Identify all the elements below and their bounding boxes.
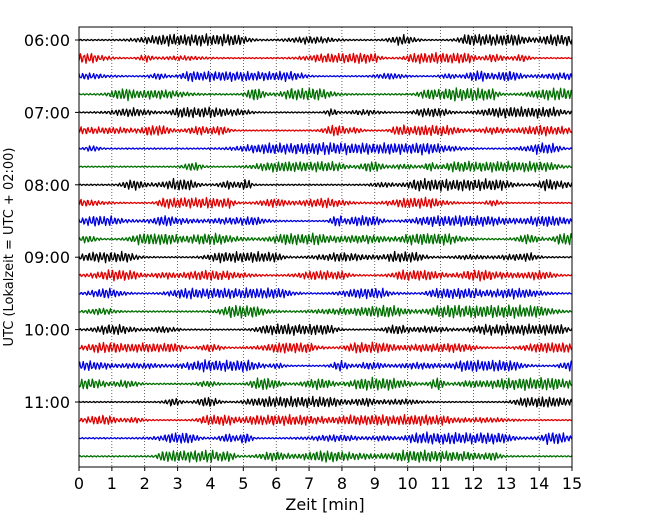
seismic-trace <box>78 196 573 209</box>
x-tick-label: 7 <box>304 474 314 493</box>
x-tick-label: 4 <box>205 474 215 493</box>
y-tick-label: 11:00 <box>24 393 70 412</box>
seismic-trace <box>78 232 573 246</box>
seismic-trace <box>78 449 573 463</box>
seismic-trace <box>78 177 573 192</box>
x-tick-label: 11 <box>430 474 450 493</box>
x-tick-label: 15 <box>562 474 582 493</box>
seismic-trace <box>78 33 573 47</box>
x-tick-label: 2 <box>140 474 150 493</box>
seismic-trace <box>78 359 573 373</box>
x-tick-label: 3 <box>173 474 183 493</box>
seismic-trace <box>78 215 573 228</box>
x-tick-label: 6 <box>271 474 281 493</box>
seismic-trace <box>78 431 573 446</box>
x-tick-label: 14 <box>529 474 549 493</box>
seismic-trace <box>78 141 573 156</box>
plot-frame <box>78 26 573 468</box>
y-tick-label: 07:00 <box>24 103 70 122</box>
seismic-trace <box>78 269 573 282</box>
seismic-trace <box>78 287 572 300</box>
seismic-trace <box>78 106 572 119</box>
seismic-trace <box>78 341 573 354</box>
x-axis-ticks: 0 1 2 3 4 5 6 7 8 9 10 11 12 13 14 15 <box>74 467 582 493</box>
x-tick-label: 10 <box>397 474 417 493</box>
x-tick-label: 12 <box>463 474 483 493</box>
x-tick-label: 1 <box>107 474 117 493</box>
x-axis-label: Zeit [min] <box>285 495 364 514</box>
seismic-trace <box>78 376 573 392</box>
trace-group <box>78 33 573 463</box>
y-tick-label: 10:00 <box>24 321 70 340</box>
x-tick-label: 0 <box>74 474 84 493</box>
y-axis-ticks: 06:00 07:00 08:00 09:00 10:00 11:00 <box>24 31 79 412</box>
x-tick-label: 13 <box>496 474 516 493</box>
seismic-trace <box>78 124 573 137</box>
seismic-trace <box>78 250 573 264</box>
y-axis-label: UTC (Lokalzeit = UTC + 02:00) <box>2 148 17 347</box>
seismic-trace <box>78 160 572 173</box>
seismic-trace <box>78 304 573 319</box>
seismic-trace <box>78 413 572 427</box>
seismic-trace <box>78 70 573 83</box>
seismic-trace <box>78 323 573 336</box>
y-tick-label: 08:00 <box>24 176 70 195</box>
x-tick-label: 8 <box>337 474 347 493</box>
y-tick-label: 09:00 <box>24 248 70 267</box>
seismic-trace <box>78 395 573 409</box>
x-tick-label: 9 <box>370 474 380 493</box>
grid-lines <box>111 27 540 467</box>
seismic-trace <box>78 51 573 65</box>
y-tick-label: 06:00 <box>24 31 70 50</box>
seismic-trace <box>78 87 573 102</box>
x-tick-label: 5 <box>238 474 248 493</box>
